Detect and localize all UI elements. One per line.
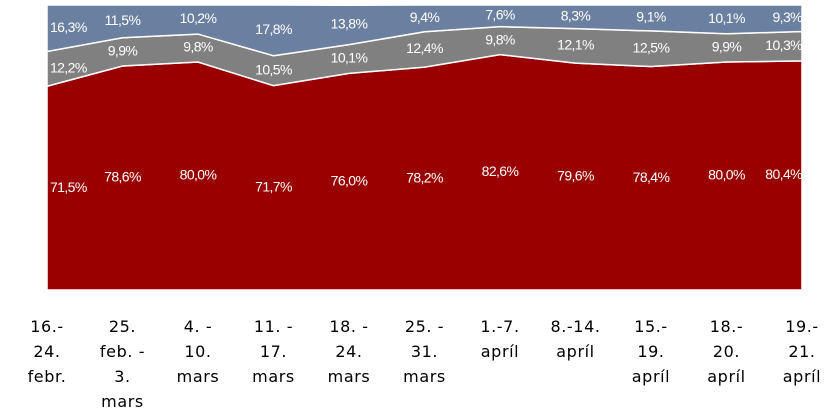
value-label: 71,5% [50, 179, 87, 195]
value-label: 17,8% [255, 21, 292, 37]
x-tick-label-line: 24. [33, 342, 60, 361]
x-tick-label: 19.- 21. apríl [783, 317, 821, 386]
value-label: 10,2% [180, 10, 217, 26]
value-label: 12,5% [633, 39, 670, 55]
x-tick-label-line: apríl [481, 342, 519, 361]
value-label: 9,8% [183, 39, 213, 55]
x-tick-label: 1.-7. apríl [480, 317, 519, 361]
x-tick-label-line: 15.- [634, 317, 668, 336]
value-label: 13,8% [331, 16, 368, 32]
x-tick-label-line: 18. - [329, 317, 368, 336]
value-label: 9,3% [772, 9, 802, 25]
value-label: 12,1% [557, 37, 594, 53]
x-tick-label-line: mars [328, 367, 371, 386]
value-label: 12,4% [406, 40, 443, 56]
x-tick-label: 15.- 19. apríl [632, 317, 670, 386]
x-tick-label-line: apríl [632, 367, 670, 386]
x-tick-label: 25. - 31. mars [403, 317, 446, 386]
value-label: 10,1% [331, 50, 368, 66]
x-tick-label-line: 4. - [184, 317, 213, 336]
x-tick-label-line: 16.- [30, 317, 64, 336]
x-tick-label: 11. - 17. mars [252, 317, 295, 386]
value-label: 78,4% [633, 169, 670, 185]
x-tick-label: 16.- 24. febr. [28, 317, 67, 386]
x-tick-label: 18.- 20. apríl [707, 317, 745, 386]
value-label: 80,0% [708, 167, 745, 183]
x-tick-label-line: 31. [411, 342, 438, 361]
value-label: 82,6% [482, 163, 519, 179]
value-label: 7,6% [485, 7, 515, 23]
value-label: 9,9% [108, 43, 138, 59]
value-label: 9,9% [712, 39, 742, 55]
x-tick-label-line: 19.- [785, 317, 819, 336]
value-label: 9,8% [485, 31, 515, 47]
value-label: 12,2% [50, 60, 87, 76]
x-tick-label-line: 24. [335, 342, 362, 361]
value-label: 78,6% [104, 169, 141, 185]
x-tick-label-line: 19. [637, 342, 664, 361]
value-label: 71,7% [255, 179, 292, 195]
x-tick-label-line: 3. [114, 367, 130, 386]
x-tick-label: 4. - 10. mars [177, 317, 220, 386]
x-tick-label: 18. - 24. mars [328, 317, 371, 386]
x-tick-label-line: 25. [109, 317, 136, 336]
area [46, 4, 803, 57]
value-label: 8,3% [561, 8, 591, 24]
x-tick-label-line: febr. [28, 367, 67, 386]
x-tick-label-line: 8.-14. [550, 317, 600, 336]
value-label: 9,4% [410, 9, 440, 25]
x-tick-label-line: apríl [556, 342, 594, 361]
value-label: 9,1% [636, 9, 666, 25]
value-label: 10,5% [255, 61, 292, 77]
x-tick-label-line: 17. [260, 342, 287, 361]
x-tick-label-line: 25. - [405, 317, 444, 336]
x-tick-label-line: 20. [713, 342, 740, 361]
value-label: 80,4% [765, 166, 802, 182]
value-label: 10,1% [708, 10, 745, 26]
x-tick-label: 25. feb. - 3. mars [100, 317, 145, 411]
x-tick-label-line: mars [177, 367, 220, 386]
x-tick-label-line: 1.-7. [480, 317, 519, 336]
value-label: 11,5% [105, 12, 141, 28]
x-tick-label-line: feb. - [100, 342, 145, 361]
x-tick-label-line: apríl [707, 367, 745, 386]
x-tick-label-line: 18.- [710, 317, 744, 336]
value-label: 80,0% [180, 167, 217, 183]
x-tick-label: 8.-14. apríl [550, 317, 600, 361]
value-label: 78,2% [406, 169, 443, 185]
x-tick-label-line: mars [252, 367, 295, 386]
value-label: 16,3% [50, 19, 87, 35]
x-tick-label-line: 21. [788, 342, 815, 361]
value-label: 10,3% [765, 37, 802, 53]
value-label: 79,6% [557, 167, 594, 183]
x-tick-label-line: mars [403, 367, 446, 386]
value-label: 76,0% [331, 172, 368, 188]
x-tick-label-line: mars [101, 392, 144, 411]
x-tick-label-line: apríl [783, 367, 821, 386]
x-tick-label-line: 10. [184, 342, 211, 361]
x-tick-label-line: 11. - [254, 317, 293, 336]
